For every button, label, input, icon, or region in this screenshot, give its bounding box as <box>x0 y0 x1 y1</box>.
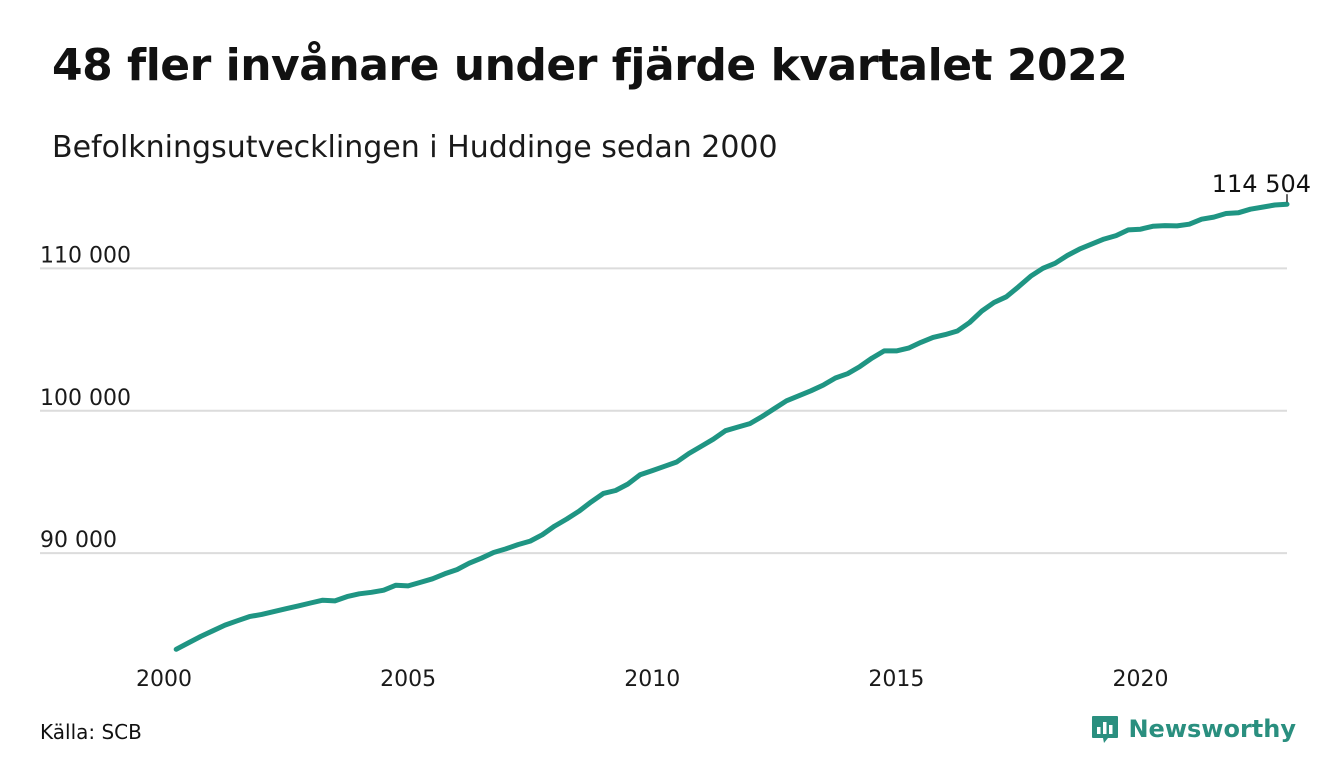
series-line <box>173 201 1290 652</box>
x-tick-label: 2020 <box>1113 667 1169 692</box>
x-tick-label: 2015 <box>868 667 924 692</box>
grid-lines <box>40 267 1287 555</box>
x-axis-labels: 2000 2005 2010 2015 2020 <box>136 667 1169 692</box>
end-value-label: 114 504 <box>1212 170 1311 198</box>
newsworthy-logo-icon <box>1092 716 1119 743</box>
brand-logo: Newsworthy <box>1090 714 1296 744</box>
chart-title: 48 fler invånare under fjärde kvartalet … <box>52 40 1128 91</box>
y-axis-labels: 90 000 100 000 110 000 <box>40 243 131 553</box>
x-tick-label: 2005 <box>380 667 436 692</box>
y-tick-label: 100 000 <box>40 386 131 411</box>
brand-name: Newsworthy <box>1128 715 1296 743</box>
series-group <box>173 201 1290 652</box>
x-tick-label: 2000 <box>136 667 192 692</box>
y-tick-label: 110 000 <box>40 243 131 268</box>
x-tick-label: 2010 <box>624 667 680 692</box>
source-label: Källa: SCB <box>40 720 142 744</box>
chart-subtitle: Befolkningsutvecklingen i Huddinge sedan… <box>52 130 778 165</box>
y-tick-label: 90 000 <box>40 528 117 553</box>
annotations: 114 504 <box>1212 170 1311 203</box>
